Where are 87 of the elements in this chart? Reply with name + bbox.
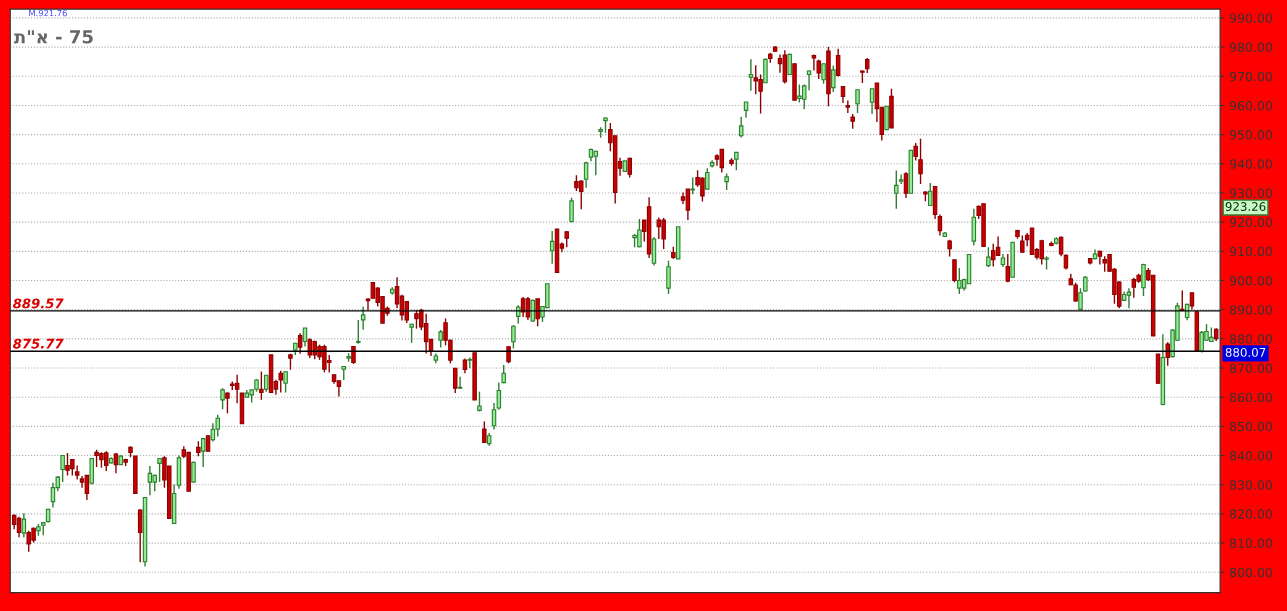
candlestick — [215, 414, 220, 438]
y-tick-label: 900.00 — [1229, 275, 1273, 286]
y-tick-label: 890.00 — [1229, 305, 1273, 315]
candlestick — [835, 48, 841, 78]
candlestick — [157, 457, 162, 483]
y-tick-label: 960.00 — [1229, 100, 1273, 111]
y-tick-label: 940.00 — [1229, 159, 1273, 169]
candlestick — [593, 149, 599, 176]
candlestick — [1005, 253, 1011, 283]
candlestick — [1058, 235, 1064, 257]
candlestick — [1039, 238, 1044, 266]
candlestick — [191, 460, 196, 483]
candlestick — [137, 508, 143, 564]
candlestick — [549, 230, 555, 265]
candlestick — [869, 88, 875, 115]
candlestick — [990, 243, 996, 268]
candlestick — [234, 374, 240, 405]
y-tick-label: 850.00 — [1229, 421, 1273, 432]
candlestick — [511, 324, 516, 350]
candlestick — [845, 99, 851, 114]
candlestick — [452, 367, 458, 394]
y-tick-label: 840.00 — [1229, 451, 1273, 461]
candlestick — [738, 116, 744, 139]
candlestick — [884, 105, 889, 131]
candlestick — [685, 188, 691, 221]
y-tick-label: 980.00 — [1229, 42, 1273, 53]
candlestick — [147, 465, 153, 496]
candlestick — [927, 182, 933, 207]
candlestick — [360, 305, 366, 331]
candlestick — [1073, 282, 1078, 303]
y-tick-label: 860.00 — [1229, 392, 1273, 403]
y-tick-label: 970.00 — [1229, 71, 1273, 82]
y-tick-label: 910.00 — [1229, 246, 1273, 257]
candlestick — [656, 216, 662, 240]
ref-line-label: 875.77 — [13, 338, 64, 349]
text: ת"א - 75 — [14, 30, 93, 44]
y-tick-label: 870.00 — [1229, 363, 1273, 373]
candlestick — [666, 259, 671, 295]
annotation: M.921.76 — [29, 9, 67, 17]
ref-line-label: 889.57 — [13, 298, 64, 309]
candlestick — [302, 327, 308, 348]
candlestick — [821, 63, 826, 85]
y-tick-label: 830.00 — [1229, 480, 1273, 490]
candlestick — [903, 171, 909, 199]
y-tick-label: 820.00 — [1229, 509, 1273, 519]
candlestick — [855, 88, 860, 114]
candlestick — [225, 391, 230, 414]
y-tick-label: 800.00 — [1229, 567, 1273, 578]
candlestick — [200, 437, 206, 468]
candlestick — [719, 148, 725, 174]
candlestick — [60, 454, 65, 483]
y-tick-label: 920.00 — [1229, 217, 1273, 228]
candlestick — [811, 53, 817, 72]
candlestick — [21, 512, 27, 539]
candlestick — [918, 138, 923, 185]
candlestick — [583, 161, 589, 189]
candlestick — [1131, 277, 1137, 299]
candlestick — [283, 371, 288, 394]
candlestick — [307, 337, 313, 359]
candlestick — [763, 57, 768, 84]
candlestick — [259, 370, 264, 401]
text: 923.26 — [1225, 202, 1266, 211]
y-tick-label: 810.00 — [1229, 538, 1273, 548]
candlestick — [278, 369, 284, 394]
candlestick — [356, 319, 361, 345]
candlestick — [569, 196, 574, 224]
candlestick — [986, 246, 991, 268]
candlestick — [1126, 287, 1132, 309]
candlestick — [496, 381, 502, 411]
candlestick — [535, 298, 540, 327]
candlestick — [423, 313, 429, 355]
candlestick — [898, 173, 904, 185]
candlestick — [457, 376, 463, 390]
y-tick-label: 880.00 — [1229, 334, 1273, 344]
y-tick-label: 990.00 — [1229, 13, 1273, 23]
candlestick — [937, 213, 943, 237]
text: 880.07 — [1225, 347, 1266, 357]
y-tick-label: 930.00 — [1229, 188, 1273, 198]
candlestick — [1141, 263, 1146, 297]
candlestick — [831, 64, 836, 93]
candlestick — [952, 259, 957, 283]
candlestick — [705, 167, 710, 190]
candlestick — [894, 169, 899, 210]
candlestick — [748, 58, 754, 92]
candlestick — [297, 332, 303, 355]
candlestick — [220, 387, 225, 410]
y-tick-label: 950.00 — [1229, 130, 1273, 140]
